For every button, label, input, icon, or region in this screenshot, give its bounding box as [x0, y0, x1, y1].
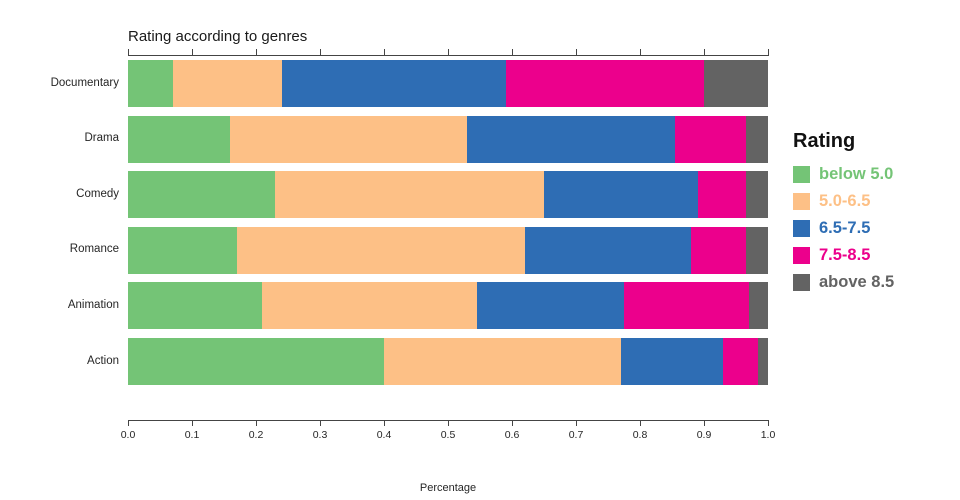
bar-segment — [281, 60, 506, 107]
x-axis-tick — [448, 420, 449, 426]
x-axis-tick — [576, 420, 577, 426]
legend-label: 5.0-6.5 — [819, 192, 871, 210]
x-axis-tick — [256, 420, 257, 426]
y-axis-label: Comedy — [76, 187, 119, 200]
x-axis-tick — [320, 49, 321, 55]
y-axis-label: Documentary — [50, 76, 119, 89]
bar-segment — [476, 282, 624, 330]
bar-segment — [697, 171, 746, 219]
y-axis-label: Romance — [69, 243, 119, 256]
bar-segment — [128, 226, 237, 274]
x-axis-tick-label: 0.7 — [568, 429, 584, 441]
x-axis-tick — [448, 49, 449, 55]
x-axis-tick — [256, 49, 257, 55]
x-axis-tick — [192, 49, 193, 55]
bar-segment — [262, 282, 477, 330]
bar-segment — [675, 115, 746, 163]
x-axis-tick-label: 0.5 — [440, 429, 456, 441]
legend-swatch — [793, 274, 810, 291]
bar-segment — [384, 338, 621, 385]
bar-segment — [524, 226, 692, 274]
x-axis-tick — [128, 49, 129, 55]
bar-segment — [275, 171, 544, 219]
x-axis-tick — [192, 420, 193, 426]
bar-segment — [128, 338, 384, 385]
legend-label: above 8.5 — [819, 273, 895, 291]
bar-segment — [704, 60, 768, 107]
x-axis-tick — [128, 420, 129, 426]
x-axis-tick-label: 0.4 — [376, 429, 392, 441]
legend-title: Rating — [793, 130, 856, 152]
legend-label: 6.5-7.5 — [819, 219, 871, 237]
legend: Rating below 5.0 5.0-6.5 6.5-7.5 7.5-8.5 abo… — [793, 130, 894, 300]
legend-item: 7.5-8.5 — [793, 246, 894, 265]
y-axis-label: Drama — [84, 132, 119, 145]
x-axis-tick — [320, 420, 321, 426]
x-axis-tick — [384, 420, 385, 426]
x-axis-title: Percentage — [419, 482, 477, 494]
bar-segment — [172, 60, 282, 107]
legend-item: 6.5-7.5 — [793, 219, 894, 238]
bar-segment — [544, 171, 698, 219]
bar-segment — [505, 60, 704, 107]
bar-segment — [230, 115, 468, 163]
x-axis-tick — [640, 49, 641, 55]
y-axis-label: Animation — [67, 298, 119, 311]
legend-items: below 5.0 5.0-6.5 6.5-7.5 7.5-8.5 above 8.5 — [793, 165, 894, 292]
x-axis-tick — [384, 49, 385, 55]
x-axis-tick — [704, 49, 705, 55]
legend-swatch — [793, 247, 810, 264]
bar-segment — [620, 338, 724, 385]
axis-line — [128, 55, 769, 56]
bar-segment — [128, 115, 231, 163]
legend-item: above 8.5 — [793, 273, 894, 292]
x-axis-tick-label: 0.8 — [632, 429, 648, 441]
bar-segment — [128, 60, 173, 107]
bar-segment — [723, 338, 759, 385]
x-axis-tick — [512, 49, 513, 55]
y-axis-label: Action — [87, 354, 119, 367]
bar-segment — [691, 226, 746, 274]
legend-item: 5.0-6.5 — [793, 192, 894, 211]
legend-label: below 5.0 — [819, 165, 894, 183]
bar-segment — [745, 115, 768, 163]
bar-segment — [745, 226, 768, 274]
chart-title: Rating according to genres — [128, 28, 308, 45]
bar-segment — [128, 282, 263, 330]
x-axis-tick-label: 0.2 — [248, 429, 264, 441]
x-axis-tick — [704, 420, 705, 426]
x-axis-tick-label: 0.9 — [696, 429, 712, 441]
bar-segment — [758, 338, 768, 385]
x-axis-tick — [576, 49, 577, 55]
x-axis-tick — [768, 420, 769, 426]
x-axis-tick-label: 1.0 — [760, 429, 776, 441]
x-axis-tick-label: 0.6 — [504, 429, 520, 441]
legend-swatch — [793, 193, 810, 210]
bar-segment — [236, 226, 525, 274]
bar-segment — [748, 282, 768, 330]
legend-swatch — [793, 166, 810, 183]
x-axis-tick — [640, 420, 641, 426]
bar-segment — [467, 115, 676, 163]
x-axis-tick — [512, 420, 513, 426]
x-axis-tick-label: 0.0 — [120, 429, 136, 441]
x-axis-tick-label: 0.3 — [312, 429, 328, 441]
legend-item: below 5.0 — [793, 165, 894, 184]
bar-segment — [128, 171, 276, 219]
x-axis-tick — [768, 49, 769, 55]
legend-label: 7.5-8.5 — [819, 246, 871, 264]
legend-swatch — [793, 220, 810, 237]
bar-segment — [624, 282, 749, 330]
bar-segment — [745, 171, 768, 219]
x-axis-tick-label: 0.1 — [184, 429, 200, 441]
